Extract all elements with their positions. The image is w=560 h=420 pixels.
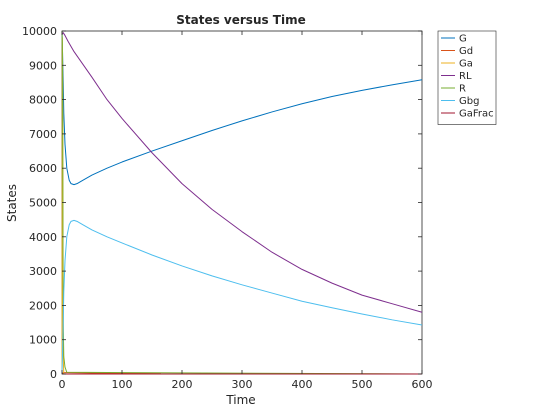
legend-label-gbg: Gbg [459,96,479,107]
y-tick-label: 10000 [22,25,57,38]
y-tick-label: 3000 [29,265,57,278]
legend-label-rl: RL [459,71,472,82]
legend-label-gd: Gd [459,46,473,57]
legend-label-ga: Ga [459,59,473,70]
legend-label-r: R [459,84,466,95]
y-tick-label: 4000 [29,231,57,244]
series-line-rl [61,32,423,313]
legend-label-gafrac: GaFrac [459,109,494,120]
y-axis-label: States [5,184,19,222]
x-tick-label: 0 [59,378,66,391]
x-axis-label: Time [225,393,255,407]
y-tick-label: 9000 [29,59,57,72]
x-tick-label: 100 [112,378,133,391]
y-tick-label: 5000 [29,197,57,210]
y-tick-label: 2000 [29,299,57,312]
tick-layer: 0 100 200 300 400 500 600010002000300040005000… [22,25,433,391]
axes-box [61,30,423,375]
y-tick-label: 0 [50,368,57,381]
y-tick-label: 1000 [29,334,57,347]
x-tick-label: 400 [292,378,313,391]
y-tick-label: 8000 [29,94,57,107]
series-line-gbg [61,219,423,375]
legend-label-g: G [459,34,467,45]
x-tick-label: 200 [172,378,193,391]
x-tick-label: 300 [232,378,253,391]
x-tick-label: 500 [352,378,373,391]
y-tick-label: 6000 [29,162,57,175]
x-tick-label: 600 [412,378,433,391]
chart-title: States versus Time [176,13,306,27]
series-line-g [61,30,423,186]
legend-box [437,30,497,125]
y-tick-label: 7000 [29,128,57,141]
plot-area: 0 100 200 300 400 500 600010002000300040005000… [22,25,433,391]
